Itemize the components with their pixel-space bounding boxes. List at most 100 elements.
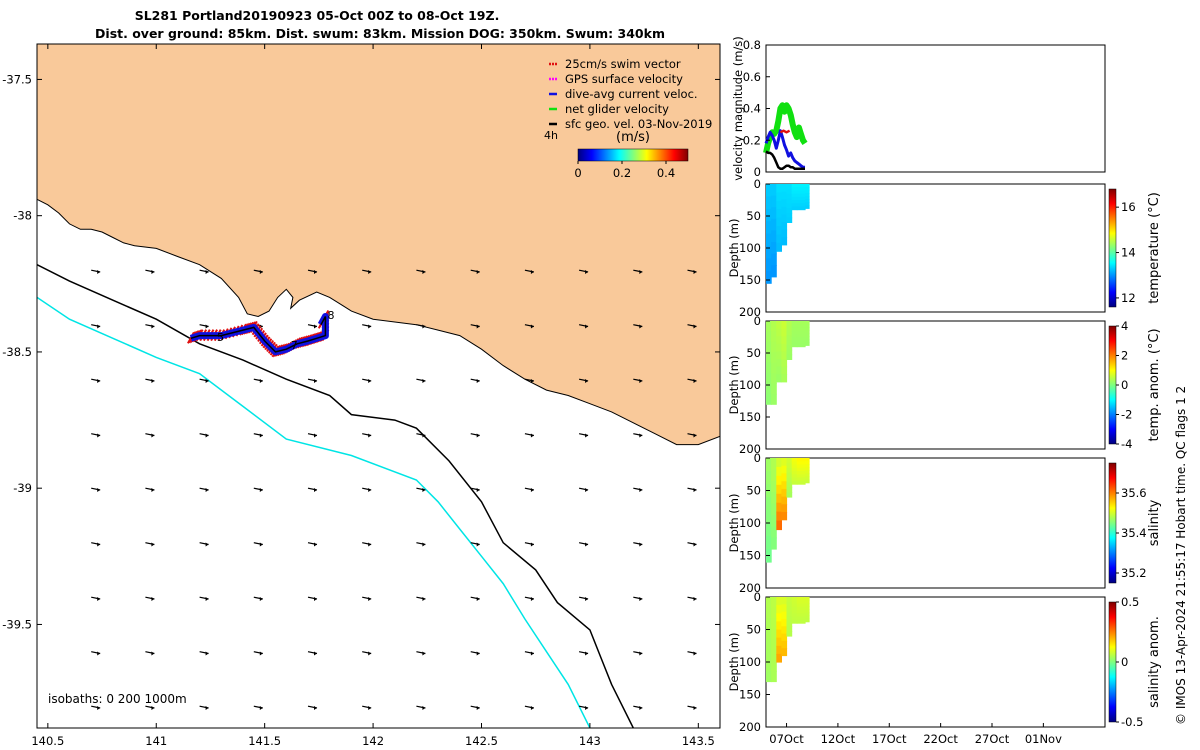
profile-cell	[796, 330, 806, 335]
profile-cell	[771, 207, 777, 220]
depth-axis-label: Depth (m)	[727, 633, 741, 692]
current-arrowhead	[639, 542, 643, 547]
current-arrowhead	[422, 379, 426, 383]
depth-y-tick-label: 50	[746, 623, 761, 637]
current-arrowhead	[585, 379, 589, 383]
profile-cell	[776, 200, 782, 210]
profile-cell	[805, 336, 810, 340]
profile-cell	[776, 328, 782, 337]
depth-axis-label: Depth (m)	[727, 219, 741, 278]
profile-cell	[781, 626, 788, 635]
profile-cell	[786, 321, 793, 327]
profile-cell	[766, 628, 772, 640]
current-arrowhead	[368, 706, 372, 710]
profile-cell	[776, 502, 782, 513]
profile-cell	[781, 328, 788, 337]
current-arrowhead	[314, 542, 317, 547]
profile-cell	[796, 184, 806, 188]
profile-cell	[776, 217, 782, 227]
salinity-panel: 0 50 100 150 200 Depth (m) 35.2 35.4 35.6salinit…	[727, 451, 1162, 595]
legend-entry-label: 25cm/s swim vector	[565, 57, 681, 71]
time-x-tick-label: 01Nov	[1025, 732, 1062, 746]
profile-cell	[776, 359, 782, 368]
current-arrowhead	[530, 270, 534, 274]
map-x-tick-label: 141	[145, 734, 167, 748]
speed-colorbar	[577, 148, 689, 162]
profile-cell	[776, 351, 782, 360]
profile-cell	[805, 339, 810, 343]
profile-cell	[786, 458, 793, 464]
profile-cell	[805, 321, 810, 325]
profile-cell	[776, 458, 782, 468]
time-x-tick-label: 22Oct	[923, 732, 958, 746]
profile-cell	[796, 187, 806, 191]
profile-cell	[786, 345, 793, 351]
velocity-y-tick-label: 0.4	[743, 102, 761, 116]
profile-cell	[766, 196, 772, 210]
profile-cell	[776, 321, 782, 330]
profile-cell	[791, 203, 798, 207]
colorbar-label: salinity	[1147, 499, 1162, 546]
profile-cell	[796, 333, 806, 338]
profile-cell	[781, 604, 788, 613]
profile-cell	[776, 374, 782, 383]
profile-cell	[805, 473, 810, 478]
profile-cell	[771, 526, 777, 539]
profile-cell	[771, 503, 777, 516]
current-arrowhead	[368, 597, 372, 601]
profile-cell	[771, 607, 777, 619]
current-arrowhead	[151, 706, 155, 710]
isobath-1000m	[37, 264, 634, 728]
current-arrowhead	[693, 597, 697, 601]
profile-cell	[791, 184, 798, 188]
current-arrowhead	[476, 433, 480, 438]
profile-cell	[781, 648, 788, 657]
profile-cell	[781, 237, 788, 246]
profile-cell	[796, 467, 806, 472]
colorbar	[1108, 325, 1117, 445]
profile-cell	[796, 203, 806, 207]
current-arrowhead	[639, 488, 643, 492]
profile-cell	[791, 458, 798, 462]
profile-cell	[786, 462, 793, 469]
current-arrowhead	[314, 379, 317, 383]
profile-cell	[805, 190, 810, 194]
profile-cell	[805, 193, 810, 197]
velocity-y-tick-label: 0	[754, 165, 761, 179]
depth-y-tick-label: 200	[739, 581, 761, 595]
profile-cell	[791, 327, 798, 332]
profile-cell	[771, 184, 777, 197]
profile-cell	[776, 226, 782, 235]
profile-cell	[791, 333, 798, 338]
map-y-tick-label: -38.5	[2, 345, 32, 359]
map-y-tick-label: -38	[13, 209, 32, 223]
legend-entry-label: sfc geo. vel. 03-Nov-2019	[565, 117, 712, 131]
colorbar	[1108, 462, 1117, 584]
current-arrowhead	[314, 324, 317, 329]
current-arrowhead	[530, 597, 534, 601]
current-arrowhead	[314, 651, 317, 656]
colorbar-label: salinity anom.	[1147, 616, 1162, 708]
profile-cell	[786, 217, 793, 223]
profile-cell	[796, 597, 806, 601]
current-arrowhead	[368, 651, 372, 656]
profile-cell	[776, 520, 782, 531]
profile-cell	[796, 196, 806, 201]
colorbar-unit-label: (m/s)	[616, 130, 650, 145]
profile-cell	[776, 621, 782, 631]
depth-frame	[765, 320, 1106, 450]
profile-cell	[781, 351, 788, 360]
colorbar-tick-label: 14	[1121, 246, 1136, 260]
profile-cell	[771, 253, 777, 266]
depth-y-tick-label: 0	[754, 590, 761, 604]
profile-cell	[766, 258, 772, 272]
profile-cell	[771, 321, 777, 332]
map-x-tick-label: 140.5	[31, 734, 64, 748]
profile-cell	[771, 480, 777, 493]
time-x-tick-label: 07Oct	[769, 732, 804, 746]
current-arrowhead	[151, 542, 155, 547]
profile-cell	[776, 242, 782, 252]
copyright-text: © IMOS 13-Apr-2024 21:55:17 Hobart time.…	[1174, 386, 1188, 725]
profile-cell	[791, 619, 798, 624]
